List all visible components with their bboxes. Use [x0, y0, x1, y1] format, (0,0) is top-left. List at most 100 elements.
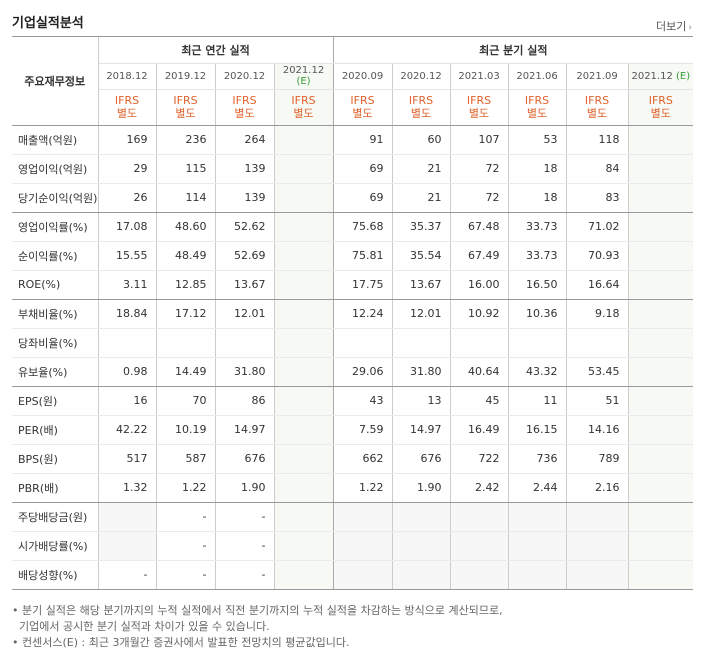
table-cell: 139	[214, 154, 274, 184]
table-cell	[565, 560, 629, 590]
table-cell	[332, 560, 393, 590]
table-cell: 72	[449, 154, 509, 184]
row-label: 배당성향(%)	[12, 560, 99, 590]
table-cell: 16.64	[565, 270, 629, 300]
table-cell: 1.22	[155, 473, 215, 503]
table-cell: 18.84	[98, 299, 156, 329]
table-cell: -	[155, 502, 215, 532]
table-cell: -	[214, 502, 274, 532]
table-cell: -	[155, 531, 215, 561]
table-cell: 83	[565, 183, 629, 213]
table-cell: 14.97	[214, 415, 274, 445]
table-cell	[273, 270, 334, 300]
financial-table: 주요재무정보 최근 연간 실적 최근 분기 실적 2018.12 2019.12 2…	[12, 37, 694, 590]
table-cell	[627, 183, 694, 213]
ifrs-header: IFRS 별도	[449, 89, 509, 126]
table-cell	[627, 502, 694, 532]
table-row: EPS(원) 16 70 86 43 13 45 11 51	[12, 386, 694, 416]
table-cell: 48.49	[155, 241, 215, 271]
table-cell: 676	[391, 444, 451, 474]
ifrs-header: IFRS 별도	[273, 89, 334, 126]
table-cell: 12.01	[391, 299, 451, 329]
table-cell: 9.18	[565, 299, 629, 329]
table-cell: 13.67	[214, 270, 274, 300]
table-cell: 70.93	[565, 241, 629, 271]
table-cell	[627, 328, 694, 358]
table-cell: 662	[332, 444, 393, 474]
table-cell	[449, 328, 509, 358]
table-cell	[507, 502, 567, 532]
table-cell: 17.75	[332, 270, 393, 300]
table-cell	[391, 328, 451, 358]
table-cell: 67.48	[449, 212, 509, 242]
table-cell	[627, 154, 694, 184]
table-cell	[627, 415, 694, 445]
table-cell	[449, 531, 509, 561]
table-cell	[273, 241, 334, 271]
table-cell	[627, 531, 694, 561]
table-cell: 13	[391, 386, 451, 416]
table-row: 당기순이익(억원) 26 114 139 69 21 72 18 83	[12, 183, 694, 213]
more-link[interactable]: 더보기 ›	[656, 18, 692, 34]
row-label: PBR(배)	[12, 473, 99, 503]
table-cell: 10.19	[155, 415, 215, 445]
table-row: 주당배당금(원) - -	[12, 502, 694, 532]
row-label: 당좌비율(%)	[12, 328, 99, 358]
period-header: 2021.12 (E)	[273, 63, 334, 90]
table-cell	[98, 502, 156, 532]
period-header: 2020.09	[332, 63, 393, 90]
table-cell: 736	[507, 444, 567, 474]
table-cell: 0.98	[98, 357, 156, 387]
table-cell: 16	[98, 386, 156, 416]
table-cell: 10.92	[449, 299, 509, 329]
table-row: ROE(%) 3.11 12.85 13.67 17.75 13.67 16.00 16.50…	[12, 270, 694, 300]
row-label: 영업이익(억원)	[12, 154, 99, 184]
table-cell	[391, 502, 451, 532]
table-row: 매출액(억원) 169 236 264 91 60 107 53 118	[12, 125, 694, 155]
table-cell: 2.42	[449, 473, 509, 503]
table-cell	[273, 183, 334, 213]
ifrs-header: IFRS 별도	[391, 89, 451, 126]
table-row: 유보율(%) 0.98 14.49 31.80 29.06 31.80 40.64 43.32…	[12, 357, 694, 387]
table-cell	[627, 357, 694, 387]
table-cell: 35.37	[391, 212, 451, 242]
ifrs-header: IFRS 별도	[507, 89, 567, 126]
table-cell	[507, 328, 567, 358]
table-cell: 12.01	[214, 299, 274, 329]
table-cell: 53.45	[565, 357, 629, 387]
section-title: 기업실적분석	[12, 16, 84, 31]
table-cell	[627, 270, 694, 300]
table-cell	[332, 531, 393, 561]
table-cell	[155, 328, 215, 358]
footnote-1: • 분기 실적은 해당 분기까지의 누적 실적에서 직전 분기까지의 누적 실적…	[12, 604, 503, 617]
table-row: PBR(배) 1.32 1.22 1.90 1.22 1.90 2.42 2.44 2.16	[12, 473, 694, 503]
table-row: 당좌비율(%)	[12, 328, 694, 358]
table-row: 영업이익률(%) 17.08 48.60 52.62 75.68 35.37 67.48 33…	[12, 212, 694, 242]
table-cell: 52.62	[214, 212, 274, 242]
period-header: 2021.06	[507, 63, 567, 90]
table-cell: 53	[507, 125, 567, 155]
table-cell	[627, 444, 694, 474]
table-cell: 11	[507, 386, 567, 416]
row-label: BPS(원)	[12, 444, 99, 474]
row-label: 부채비율(%)	[12, 299, 99, 329]
table-cell	[449, 502, 509, 532]
table-cell	[565, 328, 629, 358]
row-label: 유보율(%)	[12, 357, 99, 387]
table-cell	[565, 502, 629, 532]
table-cell: 676	[214, 444, 274, 474]
table-cell: 1.32	[98, 473, 156, 503]
table-cell: 60	[391, 125, 451, 155]
table-cell: 86	[214, 386, 274, 416]
ifrs-header: IFRS 별도	[565, 89, 629, 126]
ifrs-header: IFRS 별도	[155, 89, 215, 126]
table-cell: 71.02	[565, 212, 629, 242]
table-cell: 118	[565, 125, 629, 155]
table-cell	[273, 328, 334, 358]
row-header: 주요재무정보	[12, 37, 99, 126]
table-cell: 31.80	[391, 357, 451, 387]
table-cell	[273, 560, 334, 590]
table-cell: 21	[391, 154, 451, 184]
table-cell: 35.54	[391, 241, 451, 271]
table-cell	[391, 531, 451, 561]
